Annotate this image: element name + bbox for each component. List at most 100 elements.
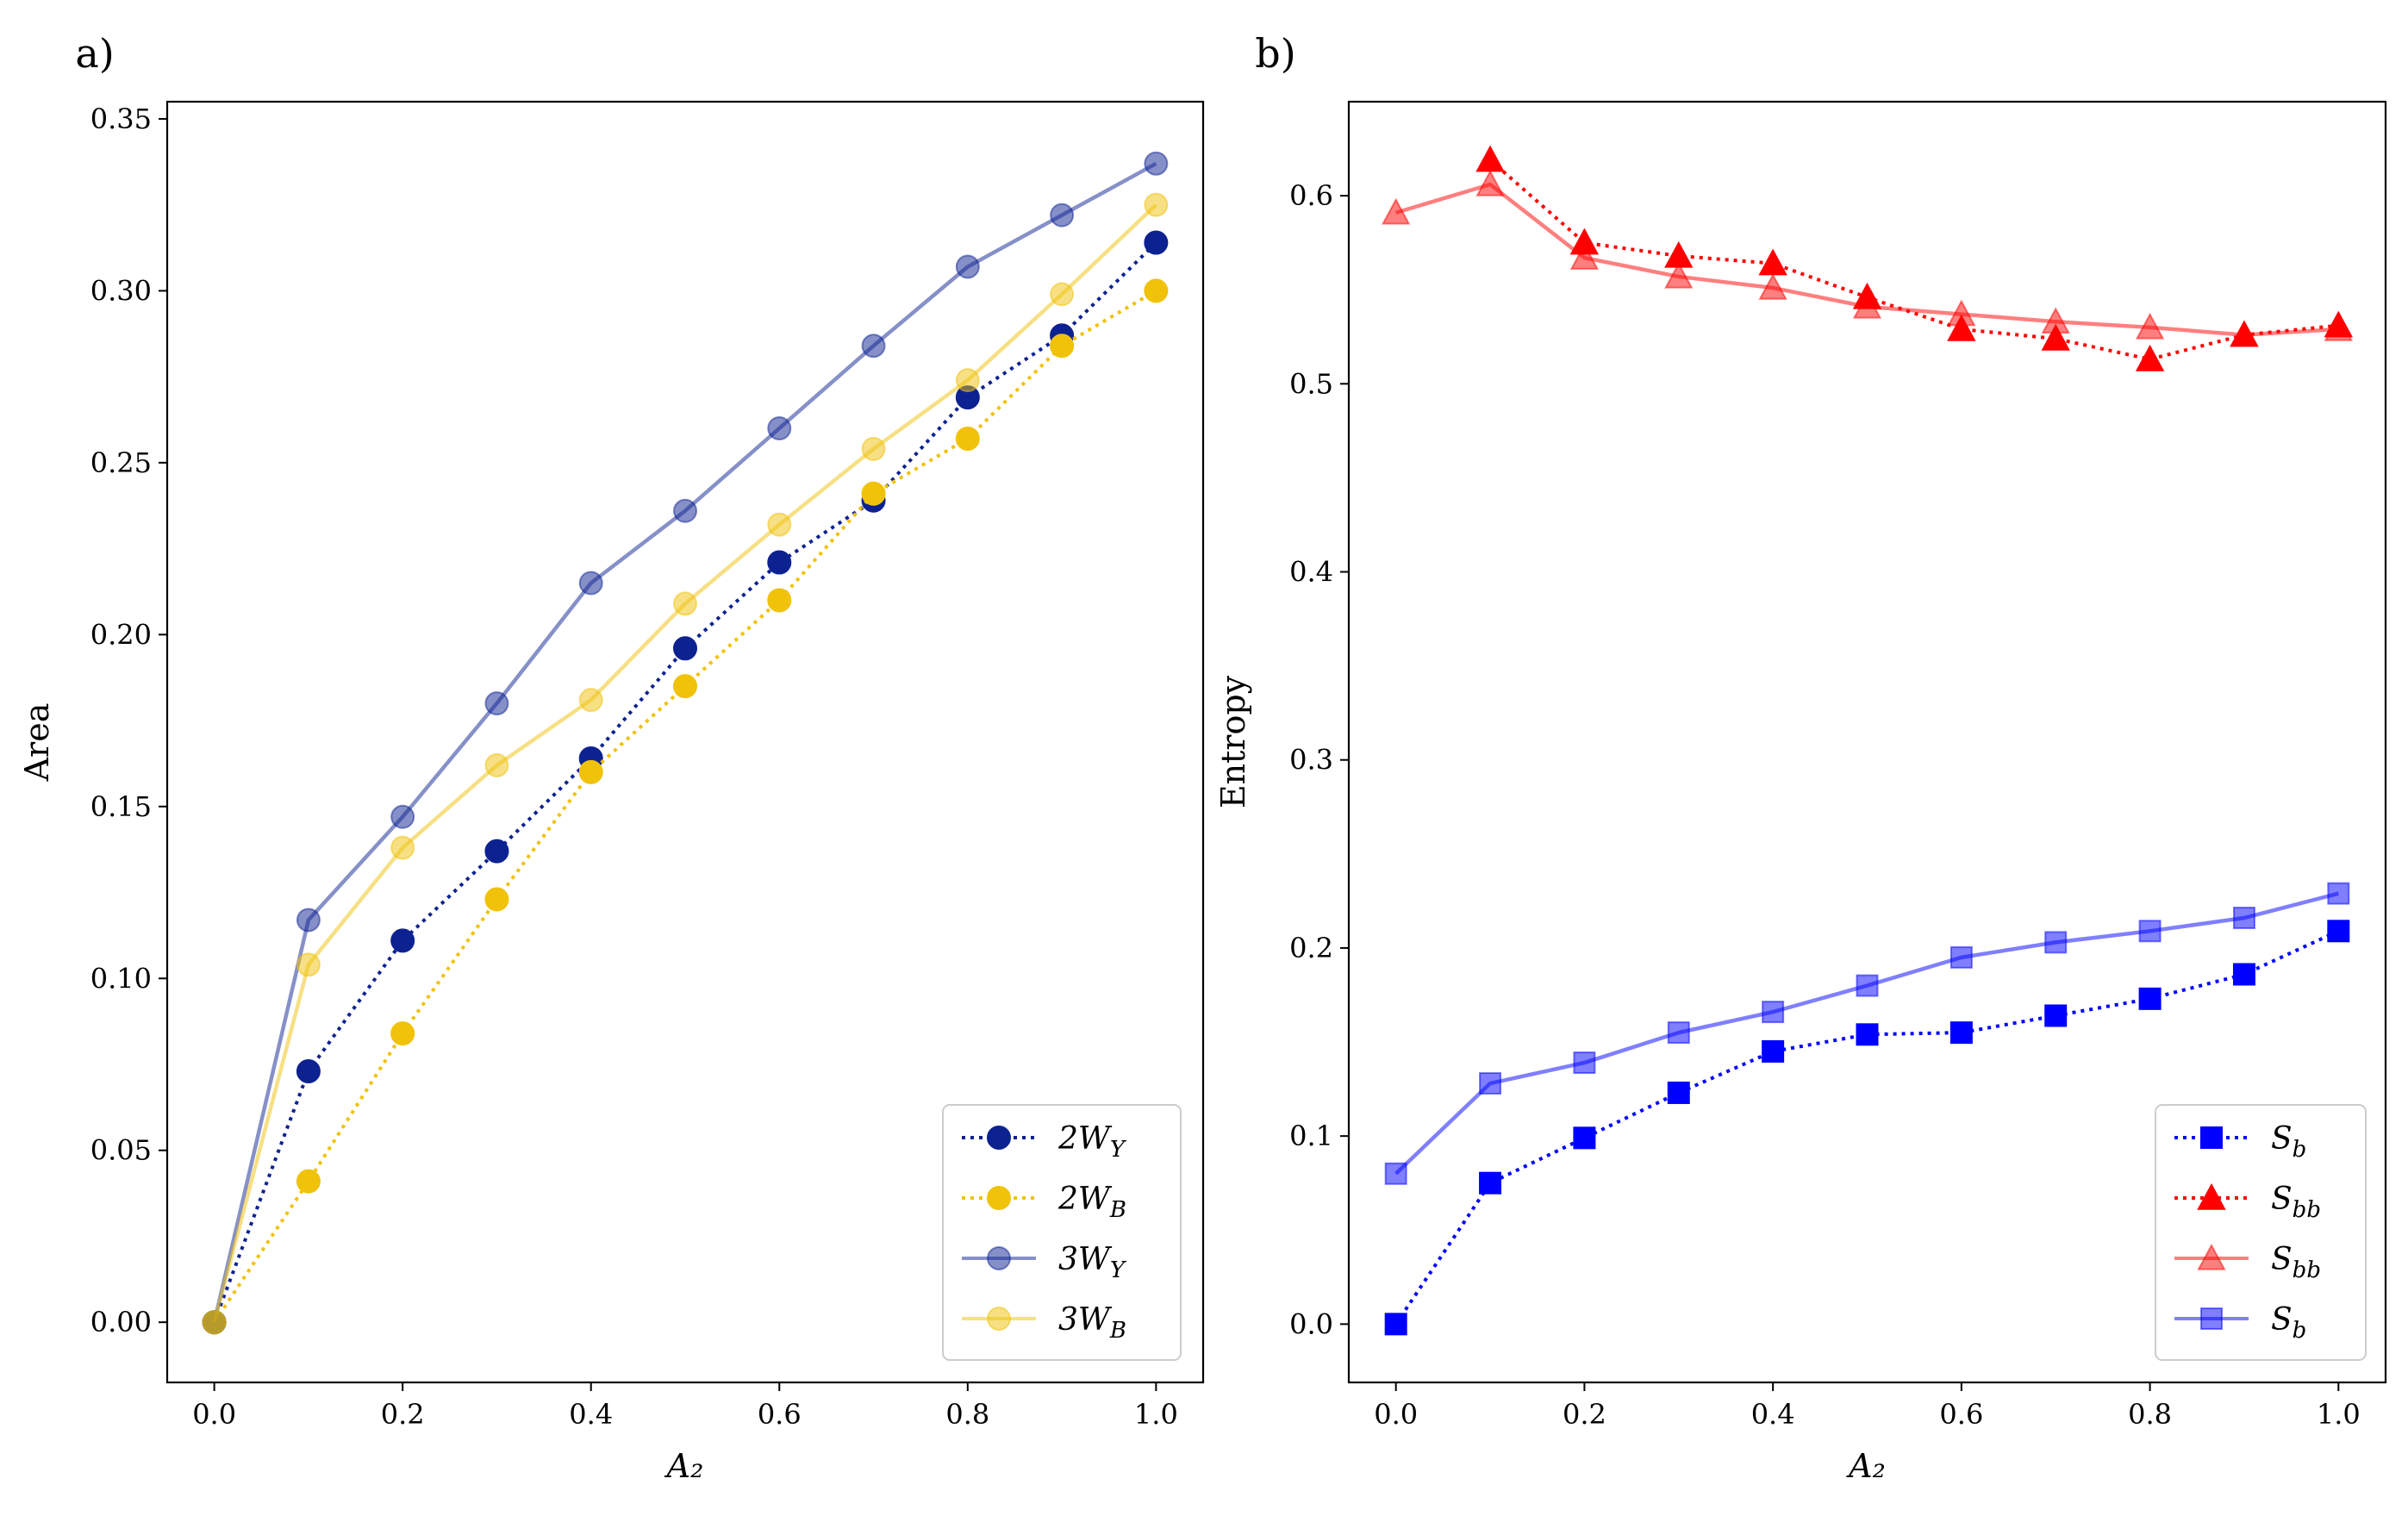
data-point <box>1573 1126 1596 1150</box>
data-point <box>1384 1313 1407 1336</box>
y-tick-label: 0.6 <box>1289 179 1333 212</box>
y-tick-label: 0.10 <box>90 962 152 995</box>
y-tick-label: 0.25 <box>90 446 152 479</box>
data-point <box>1475 145 1505 172</box>
data-point <box>1569 243 1600 270</box>
data-point <box>2138 987 2162 1010</box>
data-point <box>484 752 509 777</box>
data-point <box>296 952 321 977</box>
data-point <box>767 415 792 440</box>
data-point <box>767 588 792 613</box>
data-point <box>1479 1171 1502 1195</box>
data-point <box>578 571 603 596</box>
data-point <box>484 691 509 716</box>
data-point <box>1856 974 1879 997</box>
data-point <box>1667 1021 1690 1045</box>
data-point <box>673 498 697 523</box>
x-tick-label: 0.2 <box>1563 1398 1606 1431</box>
data-point <box>1384 1162 1407 1185</box>
data-point <box>2230 320 2259 347</box>
data-point <box>1144 278 1169 303</box>
x-tick-label: 0.8 <box>2128 1398 2172 1431</box>
data-point <box>2135 312 2165 340</box>
data-point <box>1144 151 1169 176</box>
legend-label: Sb <box>2271 1302 2306 1344</box>
data-point <box>767 550 792 575</box>
data-point <box>1475 169 1505 197</box>
data-point <box>484 887 509 912</box>
legend-box <box>942 1104 1182 1361</box>
x-tick-label: 0.6 <box>758 1398 802 1431</box>
data-point <box>2044 1004 2068 1027</box>
legend: Sb Sbb Sbb Sb <box>2155 1104 2367 1361</box>
data-point <box>2041 307 2070 334</box>
legend-marker <box>987 1126 1011 1150</box>
data-point <box>2327 882 2350 905</box>
data-point <box>1762 1039 1785 1063</box>
data-point <box>296 908 321 933</box>
data-point <box>1852 291 1882 319</box>
y-axis-label: Area <box>18 703 56 783</box>
x-tick-label: 0.0 <box>192 1398 236 1431</box>
data-point <box>484 839 509 864</box>
y-tick-label: 0.4 <box>1289 556 1333 589</box>
data-point <box>1758 272 1787 300</box>
data-point <box>673 674 697 699</box>
legend-label: 3WY <box>1058 1242 1127 1283</box>
series-3w-b <box>202 192 1169 1335</box>
data-point <box>202 1310 227 1335</box>
data-point <box>296 1169 321 1194</box>
data-point <box>2327 920 2350 943</box>
y-tick-label: 0.05 <box>90 1134 152 1167</box>
legend-marker <box>2197 1243 2226 1270</box>
legend-label: Sbb <box>2271 1242 2321 1283</box>
x-tick-label: 0.8 <box>945 1398 989 1431</box>
y-tick-label: 0.1 <box>1289 1120 1333 1152</box>
plot-frame <box>1347 100 2387 1384</box>
panel-label: a) <box>75 30 114 77</box>
legend-marker <box>2200 1307 2223 1330</box>
data-point <box>1856 1023 1879 1046</box>
data-point <box>1664 261 1694 289</box>
data-point <box>1573 1051 1596 1075</box>
data-point <box>673 591 697 616</box>
data-point <box>1144 192 1169 217</box>
x-tick-label: 0.2 <box>381 1398 425 1431</box>
data-point <box>955 254 980 279</box>
data-point <box>578 759 603 784</box>
data-point <box>296 1058 321 1083</box>
y-tick-label: 0.5 <box>1289 367 1333 400</box>
chart-panel-b: b) 0.0 0.2 0.4 0.6 0.8 1.0 0.0 0.1 0.2 0.3 0.4 0.5 0.… <box>1214 30 2387 1485</box>
x-tick-label: 1.0 <box>2317 1398 2361 1431</box>
series-s-bb-3w- <box>1382 169 2353 347</box>
panel-label: b) <box>1255 30 1295 77</box>
y-tick-label: 0.15 <box>90 790 152 823</box>
series-s-bb <box>1475 145 2353 371</box>
y-tick-label: 0.30 <box>90 274 152 307</box>
x-tick-label: 0.4 <box>1751 1398 1795 1431</box>
series-2w-b <box>202 278 1169 1335</box>
data-point <box>861 334 886 359</box>
legend-marker <box>987 1246 1011 1270</box>
y-axis-label: Entropy <box>1214 675 1252 808</box>
legend-label: 2WY <box>1057 1121 1127 1163</box>
data-point <box>2135 344 2165 371</box>
x-axis-label: A₂ <box>1846 1447 1886 1485</box>
data-point <box>1947 314 1976 341</box>
legend-marker <box>987 1186 1011 1210</box>
data-point <box>578 688 603 713</box>
data-point <box>2324 314 2353 341</box>
legend-label: Sbb <box>2271 1182 2321 1223</box>
series-s-b <box>1384 920 2350 1336</box>
y-tick-label: 0.0 <box>1289 1307 1333 1340</box>
data-point <box>2232 963 2255 986</box>
data-point <box>861 436 886 461</box>
data-point <box>1382 197 1411 225</box>
x-tick-label: 0.0 <box>1374 1398 1418 1431</box>
data-point <box>1050 203 1075 228</box>
legend-marker <box>987 1307 1011 1331</box>
legend: 2WY 2WB 3WY 3WB <box>942 1104 1182 1361</box>
series-line <box>1488 159 2339 361</box>
y-tick-label: 0.35 <box>90 103 152 135</box>
y-tick-label: 0.2 <box>1289 932 1333 964</box>
